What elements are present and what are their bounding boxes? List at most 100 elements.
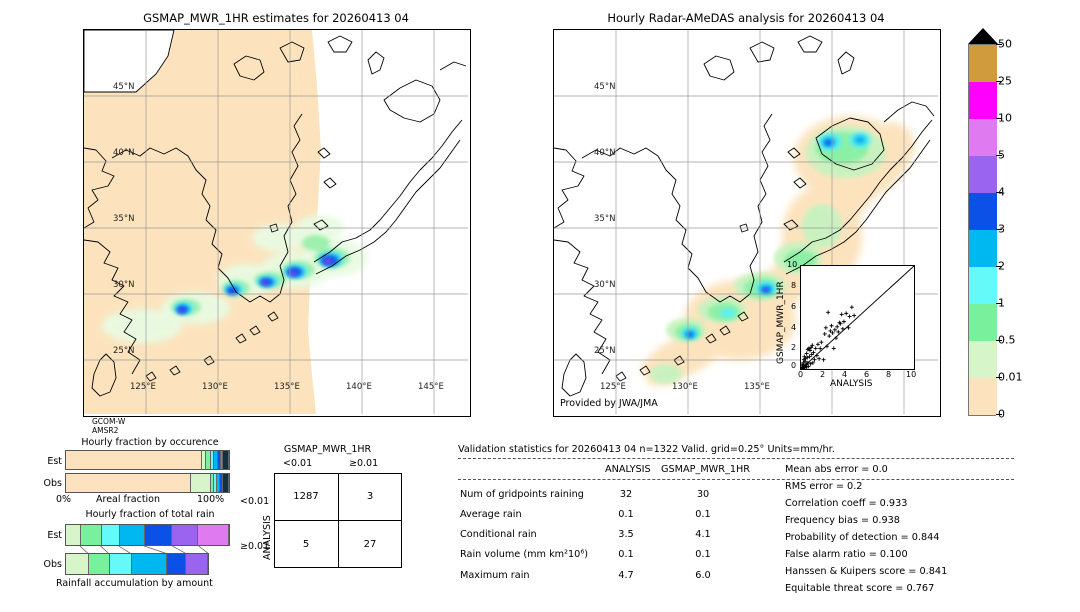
colorbar-tick-label-1: 25 (998, 74, 1012, 88)
occurrence-est-segment-6 (220, 451, 224, 469)
scatter-plot-frame (799, 265, 915, 371)
colorbar-tick-mark-9 (996, 377, 1002, 378)
sensor-label-line1: GCOM-W (92, 417, 126, 426)
occurrence-bar-est (65, 450, 230, 470)
totalrain-row-label-est: Est (47, 530, 62, 541)
left-map-lon-140: 140°E (346, 382, 372, 392)
validation-score-7: Equitable threat score = 0.767 (785, 583, 935, 594)
totalrain-connector-1 (100, 546, 110, 554)
totalrain-connector-lines (79, 546, 210, 554)
scatter-point-22 (813, 346, 818, 351)
colorbar-tick-label-8: 0.5 (998, 333, 1016, 347)
validation-row-label-1: Average rain (460, 509, 522, 520)
scatter-point-30 (823, 325, 828, 330)
validation-score-4: Probability of detection = 0.844 (785, 532, 940, 543)
map-credit: Provided by JWA/JMA (560, 398, 658, 409)
occurrence-axis-left: 0% (56, 494, 72, 505)
left-map-lat-25: 25°N (113, 346, 135, 356)
validation-score-6: Hanssen & Kuipers score = 0.841 (785, 566, 948, 577)
scatter-point-61 (810, 360, 815, 365)
scatter-point-32 (826, 310, 831, 315)
scatter-point-31 (824, 344, 829, 349)
colorbar-tick-mark-7 (996, 303, 1002, 304)
contingency-title: GSMAP_MWR_1HR (283, 444, 372, 455)
scatter-point-45 (840, 326, 845, 331)
scatter-xaxis-label: ANALYSIS (830, 379, 873, 389)
occurrence-est-segment-2 (206, 451, 212, 469)
validation-row-label-2: Conditional rain (460, 529, 537, 540)
totalrain-obs-segment-3 (131, 554, 168, 574)
validation-col-gsmap: GSMAP_MWR_1HR (661, 464, 751, 475)
colorbar-band-9 (969, 378, 997, 415)
colorbar-tick-mark-8 (996, 340, 1002, 341)
right-map-lat-30: 30°N (594, 280, 616, 290)
validation-score-1: RMS error = 0.2 (785, 481, 863, 492)
sensor-label-line2: AMSR2 (92, 426, 119, 435)
occurrence-obs-segment-1 (191, 474, 211, 492)
validation-row-label-0: Num of gridpoints raining (460, 489, 584, 500)
validation-row-gsmap-0: 30 (696, 489, 710, 500)
colorbar-tick-label-2: 10 (998, 111, 1012, 125)
left-map-lon-135: 135°E (274, 382, 300, 392)
validation-row-analysis-2: 3.5 (618, 529, 634, 540)
scatter-xtick-4: 4 (842, 370, 848, 379)
totalrain-connector-5 (198, 546, 210, 554)
totalrain-obs-segment-2 (109, 554, 132, 574)
scatter-inset: 10 8 6 4 2 0 0 2 4 6 8 10 ANALYSIS GSMAP… (776, 260, 916, 389)
left-map-lon-145: 145°E (418, 382, 444, 392)
contingency-axis-label: ANALYSIS (262, 515, 273, 560)
occurrence-axis-center: Areal fraction (96, 494, 161, 505)
contingency-col-header-ge: ≥0.01 (349, 458, 379, 469)
scatter-point-21 (812, 357, 817, 362)
totalrain-est-segment-3 (119, 525, 145, 545)
contingency-row-header-ge: ≥0.01 (240, 541, 270, 552)
totalrain-row-label-obs: Obs (43, 559, 62, 570)
scatter-point-33 (827, 334, 832, 339)
left-map-lat-35: 35°N (113, 214, 135, 224)
validation-row-label-4: Maximum rain (460, 570, 530, 581)
scatter-xtick-10: 10 (906, 370, 917, 379)
scatter-points-canvas (799, 265, 915, 371)
scatter-point-16 (808, 348, 813, 353)
scatter-ytick-0: 0 (791, 361, 797, 370)
occurrence-est-segment-1 (201, 451, 207, 469)
scatter-point-44 (839, 312, 844, 317)
scatter-point-58 (805, 355, 810, 360)
colorbar-tick-mark-2 (996, 118, 1002, 119)
scatter-point-41 (836, 329, 841, 334)
scatter-point-49 (847, 314, 852, 319)
totalrain-panel-title: Hourly fraction of total rain (85, 509, 215, 520)
colorbar-tick-label-0: 50 (998, 37, 1012, 51)
right-map-lat-40: 40°N (594, 148, 616, 158)
scatter-xtick-6: 6 (864, 370, 870, 379)
scatter-point-18 (809, 345, 814, 350)
colorbar-band-1 (969, 82, 997, 119)
scatter-point-59 (806, 364, 811, 369)
occurrence-axis-right: 100% (197, 494, 225, 505)
contingency-cell-hit-miss-00: 1287 (293, 491, 319, 502)
colorbar-tick-mark-5 (996, 229, 1002, 230)
scatter-ytick-2: 2 (791, 343, 797, 352)
validation-score-5: False alarm ratio = 0.100 (785, 549, 908, 560)
occurrence-obs-segment-2 (210, 474, 214, 492)
scatter-point-43 (838, 321, 843, 326)
contingency-cell-01: 3 (366, 491, 374, 502)
right-map-lat-35: 35°N (594, 214, 616, 224)
validation-row-analysis-1: 0.1 (618, 509, 634, 520)
occurrence-obs-segment-5 (219, 474, 223, 492)
colorbar-band-6 (969, 267, 997, 304)
totalrain-obs-segment-4 (167, 554, 187, 574)
validation-row-label-3: Rain volume (mm km²10⁶) (460, 549, 588, 560)
totalrain-est-segment-0 (66, 525, 82, 545)
left-map-lon-130: 130°E (202, 382, 228, 392)
right-map-lon-125: 125°E (600, 382, 626, 392)
totalrain-bar-est (65, 524, 230, 546)
scatter-xtick-0: 0 (798, 370, 804, 379)
right-map-frame (553, 29, 941, 417)
totalrain-est-segment-2 (101, 525, 120, 545)
scatter-point-20 (811, 350, 816, 355)
scatter-point-29 (822, 331, 827, 336)
scatter-point-50 (849, 305, 854, 310)
contingency-cell-11: 27 (363, 538, 377, 550)
scatter-point-23 (814, 353, 819, 358)
